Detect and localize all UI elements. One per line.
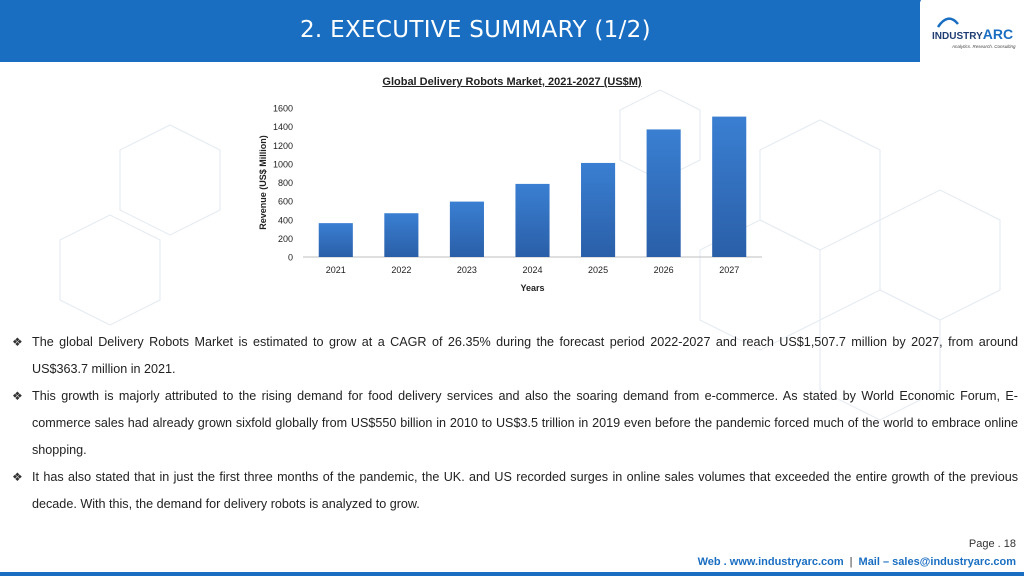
y-tick-label: 800 — [278, 178, 293, 188]
bullet-text: The global Delivery Robots Market is est… — [32, 335, 1018, 376]
x-tick-label: 2027 — [719, 265, 739, 275]
bar-2024 — [515, 183, 550, 257]
title-bar-edge — [895, 0, 921, 62]
bullet-item: ❖ This growth is majorly attributed to t… — [10, 383, 1018, 464]
bar-2026 — [646, 129, 681, 257]
y-tick-label: 1400 — [273, 122, 293, 132]
logo-tagline: Analytics. Research. Consulting — [952, 44, 1016, 49]
y-tick-label: 200 — [278, 234, 293, 244]
bar-2023 — [449, 201, 484, 257]
bar-2021 — [318, 223, 353, 257]
y-axis-title: Revenue (US$ Million) — [258, 135, 268, 230]
industryarc-logo: INDUSTRYARC Analytics. Research. Consult… — [932, 17, 1018, 58]
y-tick-label: 0 — [288, 253, 293, 263]
diamond-bullet-icon: ❖ — [12, 470, 23, 484]
y-tick-label: 1600 — [273, 104, 293, 114]
bullet-item: ❖ The global Delivery Robots Market is e… — [10, 329, 1018, 383]
x-tick-label: 2023 — [457, 265, 477, 275]
x-axis-title: Years — [520, 283, 544, 293]
bullet-item: ❖ It has also stated that in just the fi… — [10, 464, 1018, 518]
x-tick-label: 2024 — [522, 265, 542, 275]
footer-separator: | — [849, 556, 853, 568]
x-tick-label: 2021 — [326, 265, 346, 275]
logo-arc-icon — [936, 17, 959, 28]
summary-bullets: ❖ The global Delivery Robots Market is e… — [10, 329, 1018, 518]
bottom-bar — [0, 572, 1024, 576]
y-tick-label: 600 — [278, 197, 293, 207]
page-number: Page . 18 — [968, 538, 1016, 550]
title-bar — [0, 0, 920, 62]
footer-contact: Web . www.industryarc.com | Mail – sales@i… — [698, 556, 1016, 568]
revenue-bar-chart: 0 200 400 600 800 1000 1200 1400 1600 2021 2022 202… — [258, 104, 762, 293]
x-tick-label: 2022 — [391, 265, 411, 275]
y-tick-label: 1000 — [273, 159, 293, 169]
bullet-text: This growth is majorly attributed to the… — [32, 389, 1018, 457]
logo-wordmark: INDUSTRYARC — [932, 26, 1013, 42]
bar-2022 — [384, 213, 419, 257]
logo-accent-text: ARC — [982, 26, 1014, 42]
website-link[interactable]: Web . www.industryarc.com — [697, 556, 844, 568]
x-tick-label: 2025 — [588, 265, 608, 275]
y-tick-label: 1200 — [273, 141, 293, 151]
logo-main-text: INDUSTRY — [932, 31, 983, 42]
bullet-text: It has also stated that in just the firs… — [32, 470, 1018, 511]
bar-2025 — [581, 162, 616, 257]
diamond-bullet-icon: ❖ — [12, 335, 23, 349]
email-link[interactable]: Mail – sales@industryarc.com — [858, 556, 1016, 568]
x-tick-label: 2026 — [654, 265, 674, 275]
page-title: 2. EXECUTIVE SUMMARY (1/2) — [300, 17, 651, 43]
diamond-bullet-icon: ❖ — [12, 389, 23, 403]
bar-2027 — [712, 116, 747, 258]
chart-title: Global Delivery Robots Market, 2021-2027… — [382, 76, 642, 88]
y-tick-label: 400 — [278, 215, 293, 225]
